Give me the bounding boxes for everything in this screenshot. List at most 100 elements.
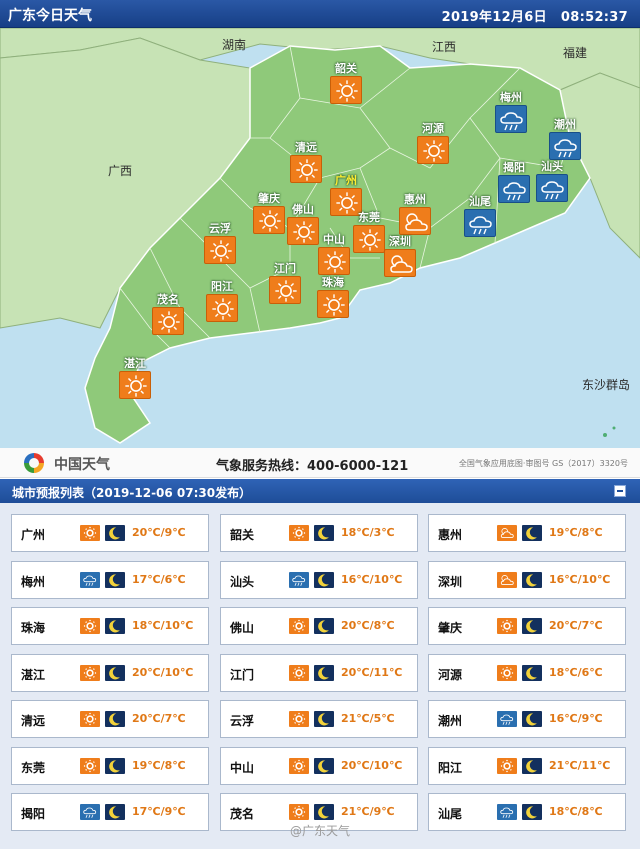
forecast-cell[interactable]: 东莞 19℃/8℃	[11, 746, 209, 785]
forecast-cell[interactable]: 揭阳 17℃/9℃	[11, 793, 209, 831]
sun-icon	[80, 525, 100, 541]
sun-icon	[497, 618, 517, 634]
forecast-cell[interactable]: 云浮 21℃/5℃	[220, 700, 418, 738]
forecast-city-name: 茂名	[230, 807, 255, 821]
map-city-marker[interactable]: 揭阳	[494, 162, 534, 203]
forecast-title: 城市预报列表（2019-12-06 07:30发布）	[12, 486, 252, 500]
moon-icon	[314, 757, 334, 774]
forecast-cell[interactable]: 江门 20℃/11℃	[220, 653, 418, 692]
forecast-temperature: 18℃/10℃	[132, 619, 194, 632]
forecast-temperature: 20℃/10℃	[132, 665, 194, 679]
forecast-cell[interactable]: 河源 18℃/6℃	[428, 653, 626, 692]
forecast-cell[interactable]: 梅州 17℃/6℃	[11, 560, 209, 599]
sun-icon	[330, 188, 362, 216]
sun-icon	[290, 155, 322, 183]
sun-icon	[497, 757, 517, 774]
forecast-cell[interactable]: 惠州 19℃/8℃	[428, 514, 626, 552]
moon-icon	[314, 804, 334, 820]
hotline: 气象服务热线：400-6000-121	[216, 459, 409, 474]
moon-icon	[522, 804, 542, 820]
map-city-marker[interactable]: 阳江	[202, 281, 242, 322]
forecast-cell[interactable]: 汕头 16℃/10℃	[220, 560, 418, 599]
rain-icon	[495, 105, 527, 133]
forecast-cell[interactable]: 佛山 20℃/8℃	[220, 607, 418, 645]
map-city-name: 湛江	[124, 357, 146, 370]
sun-icon	[152, 307, 184, 335]
map-city-name: 汕头	[541, 160, 563, 173]
forecast-cell[interactable]: 珠海 18℃/10℃	[11, 607, 209, 645]
forecast-city-name: 江门	[230, 667, 255, 682]
map-copyright: 全国气象应用底图·审图号 GS（2017）3320号	[458, 459, 628, 468]
header-datetime: 2019年12月6日 08:52:37	[428, 6, 628, 25]
map-city-marker[interactable]: 肇庆	[249, 193, 289, 234]
map-city-marker[interactable]: 潮州	[545, 119, 585, 160]
watermark: @广东天气	[290, 824, 351, 838]
rain-icon	[80, 571, 100, 588]
sun-icon	[80, 757, 100, 774]
map-city-marker[interactable]: 梅州	[491, 92, 531, 133]
map-city-marker[interactable]: 清远	[286, 142, 326, 183]
forecast-city-name: 佛山	[230, 621, 255, 635]
page-title: 广东今日天气	[8, 8, 92, 24]
forecast-city-name: 中山	[230, 760, 255, 775]
forecast-cell[interactable]: 广州 20℃/9℃	[11, 514, 209, 552]
sun-icon	[119, 371, 151, 399]
map-city-marker[interactable]: 广州	[326, 175, 366, 216]
province-label: 广西	[108, 164, 133, 178]
cloudy-icon	[497, 525, 517, 541]
forecast-temperature: 20℃/7℃	[132, 712, 186, 725]
map-city-name: 韶关	[335, 62, 357, 75]
forecast-cell[interactable]: 肇庆 20℃/7℃	[428, 607, 626, 645]
moon-icon	[314, 711, 334, 727]
forecast-temperature: 17℃/9℃	[132, 805, 186, 818]
rain-icon	[80, 804, 100, 820]
map-city-name: 肇庆	[258, 192, 280, 205]
sun-icon	[206, 294, 238, 322]
moon-icon	[522, 618, 542, 634]
forecast-cell[interactable]: 中山 20℃/10℃	[220, 746, 418, 785]
forecast-cell[interactable]: 韶关 18℃/3℃	[220, 514, 418, 552]
moon-icon	[314, 618, 334, 634]
map-city-marker[interactable]: 云浮	[200, 223, 240, 264]
map-city-marker[interactable]: 汕尾	[460, 196, 500, 237]
sun-icon	[497, 664, 517, 681]
map-city-marker[interactable]: 佛山	[283, 204, 323, 245]
map-base	[0, 28, 640, 444]
map-city-marker[interactable]: 韶关	[326, 63, 366, 104]
map-city-marker[interactable]: 惠州	[395, 194, 435, 235]
map-city-marker[interactable]: 湛江	[115, 358, 155, 399]
forecast-city-name: 东莞	[21, 760, 46, 775]
forecast-city-name: 揭阳	[21, 807, 46, 821]
brand-name: 中国天气	[54, 457, 110, 473]
map-city-marker[interactable]: 珠海	[313, 277, 353, 318]
rain-icon	[497, 711, 517, 727]
forecast-cell[interactable]: 阳江 21℃/11℃	[428, 746, 626, 785]
forecast-temperature: 20℃/10℃	[341, 758, 403, 772]
forecast-cell[interactable]: 茂名 21℃/9℃	[220, 793, 418, 831]
map-city-marker[interactable]: 深圳	[380, 236, 420, 277]
sun-icon	[287, 217, 319, 245]
forecast-temperature: 16℃/10℃	[341, 572, 403, 586]
sun-icon	[289, 618, 309, 634]
forecast-cell[interactable]: 汕尾 18℃/8℃	[428, 793, 626, 831]
map-city-marker[interactable]: 茂名	[148, 294, 188, 335]
forecast-cell[interactable]: 清远 20℃/7℃	[11, 700, 209, 738]
map-city-marker[interactable]: 东莞	[349, 212, 389, 253]
forecast-temperature: 20℃/9℃	[132, 526, 186, 539]
header-bar: 广东今日天气 2019年12月6日 08:52:37	[0, 0, 640, 28]
forecast-city-name: 梅州	[21, 574, 46, 589]
map-city-marker[interactable]: 江门	[265, 263, 305, 304]
sun-icon	[330, 76, 362, 104]
rain-icon	[289, 571, 309, 588]
forecast-cell[interactable]: 深圳 16℃/10℃	[428, 560, 626, 599]
forecast-temperature: 21℃/9℃	[341, 805, 395, 818]
map-city-marker[interactable]: 汕头	[532, 161, 572, 202]
cloudy-icon	[399, 207, 431, 235]
forecast-cell[interactable]: 湛江 20℃/10℃	[11, 653, 209, 692]
sun-icon	[289, 804, 309, 820]
map-city-marker[interactable]: 河源	[413, 123, 453, 164]
map-city-marker[interactable]: 中山	[314, 234, 354, 275]
map-city-name: 东莞	[358, 211, 380, 224]
forecast-cell[interactable]: 潮州 16℃/9℃	[428, 700, 626, 738]
collapse-button[interactable]	[614, 485, 626, 497]
